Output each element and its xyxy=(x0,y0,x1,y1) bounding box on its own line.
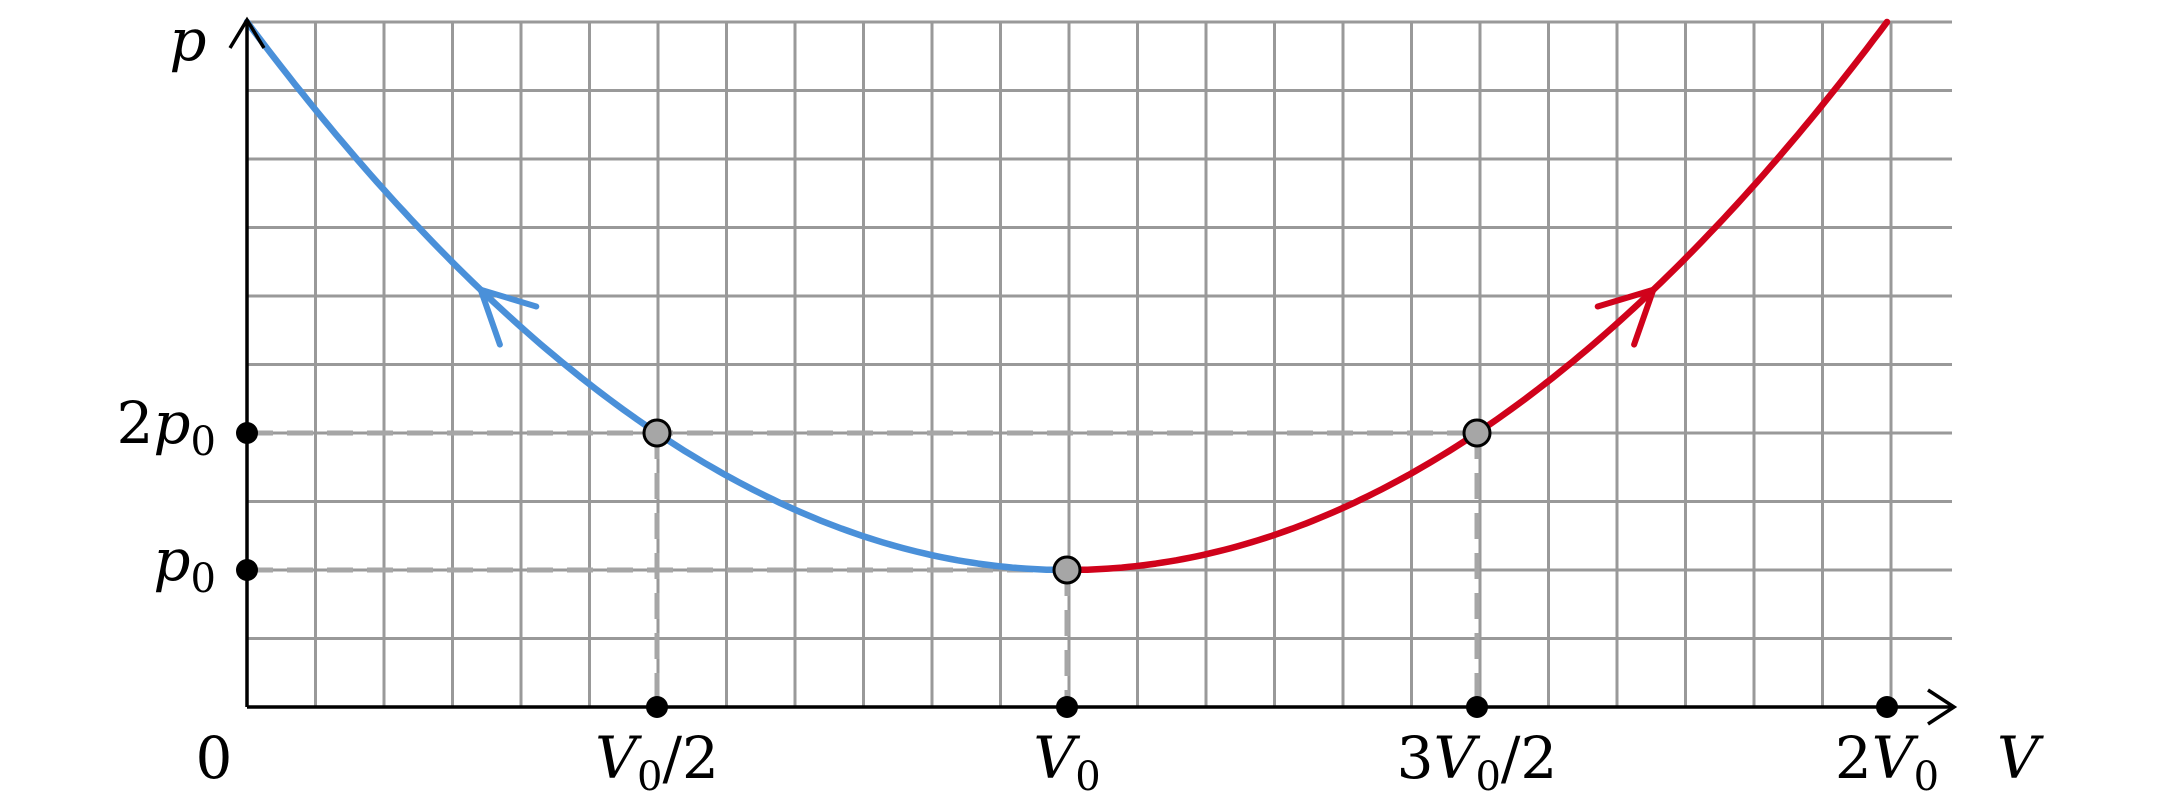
v-axis-label: V xyxy=(1997,724,2044,792)
p-axis-arrow xyxy=(228,16,266,49)
x-tick-label: 3V0/2 xyxy=(1397,724,1558,800)
points xyxy=(236,418,1898,718)
axes xyxy=(228,16,1958,726)
x-tick-label: V0/2 xyxy=(595,724,719,800)
y-tick-dot xyxy=(236,559,258,581)
v-axis-arrow xyxy=(1927,688,1958,726)
red-direction-arrow xyxy=(1594,286,1657,348)
y-tick-dot xyxy=(236,422,258,444)
y-tick-label: p0 xyxy=(153,526,216,602)
y-tick-label: 2p0 xyxy=(117,389,217,465)
x-tick-dot xyxy=(1876,696,1898,718)
x-tick-dot xyxy=(1466,696,1488,718)
x-tick-dot xyxy=(646,696,668,718)
p-axis-label: p xyxy=(169,6,206,74)
state-point xyxy=(1052,555,1082,585)
grid xyxy=(245,20,1952,709)
x-tick-label: V0 xyxy=(1033,724,1100,800)
dashed-guides xyxy=(247,430,1480,707)
state-point xyxy=(1462,418,1492,448)
origin-label: 0 xyxy=(196,724,233,792)
x-tick-label: 2V0 xyxy=(1835,724,1939,800)
x-tick-dot xyxy=(1056,696,1078,718)
blue-direction-arrow xyxy=(477,286,540,348)
state-point xyxy=(642,418,672,448)
